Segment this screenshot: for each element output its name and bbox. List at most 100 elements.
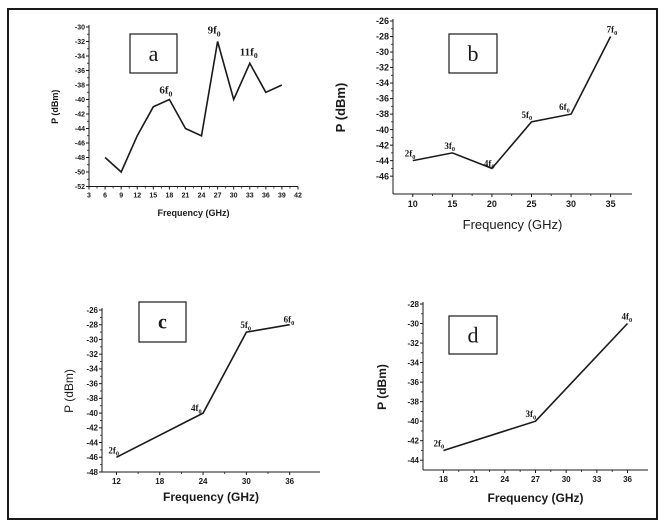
x-tick-label: 30 bbox=[566, 199, 576, 209]
y-tick-label: -38 bbox=[407, 397, 419, 406]
x-tick-label: 36 bbox=[623, 475, 632, 484]
y-tick-label: -44 bbox=[75, 126, 85, 133]
x-tick-label: 15 bbox=[149, 193, 157, 200]
x-tick-label: 12 bbox=[112, 477, 121, 486]
series-line bbox=[116, 323, 290, 459]
y-tick-label: -46 bbox=[376, 171, 389, 181]
x-tick-label: 39 bbox=[278, 193, 286, 200]
harmonic-label: 5f0 bbox=[521, 110, 532, 122]
y-tick-label: -38 bbox=[376, 109, 389, 119]
x-tick-label: 25 bbox=[526, 199, 536, 209]
x-tick-label: 21 bbox=[470, 475, 479, 484]
y-tick-label: -32 bbox=[75, 39, 85, 46]
y-tick-label: -38 bbox=[75, 82, 85, 89]
panel-c: -48 -46 -44 -42 -40 -38 -36 -34 -32 -30 -28 -26 12 18… bbox=[62, 301, 320, 504]
panel-label-box bbox=[448, 33, 498, 74]
x-tick-label: 30 bbox=[562, 475, 571, 484]
y-tick-label: -34 bbox=[376, 78, 389, 88]
series-line bbox=[104, 41, 283, 174]
x-tick-label: 42 bbox=[294, 193, 302, 200]
x-tick-label: 24 bbox=[500, 475, 509, 484]
panel-letter: d bbox=[468, 322, 479, 347]
panel-label-box bbox=[129, 33, 178, 74]
harmonic-label: 2f0 bbox=[405, 149, 416, 161]
y-tick-label: -36 bbox=[86, 379, 98, 388]
harmonic-label: 2f0 bbox=[108, 445, 119, 457]
y-tick-label: -40 bbox=[75, 97, 85, 104]
harmonic-label: 6f0 bbox=[559, 102, 570, 114]
y-tick-label: -34 bbox=[86, 365, 98, 374]
y-tick-label: -40 bbox=[376, 125, 389, 135]
harmonic-label: 2f0 bbox=[433, 438, 444, 450]
harmonic-label: 4f0 bbox=[484, 158, 495, 170]
x-tick-label: 21 bbox=[182, 193, 190, 200]
panel-label-box bbox=[448, 315, 498, 355]
x-tick-label: 27 bbox=[531, 475, 540, 484]
panel-letter: a bbox=[149, 41, 159, 66]
y-tick-label: -42 bbox=[86, 424, 98, 433]
y-tick-label: -52 bbox=[75, 184, 85, 191]
y-tick-label: -34 bbox=[407, 358, 419, 367]
x-tick-label: 36 bbox=[262, 193, 270, 200]
panel-label-box bbox=[138, 301, 187, 343]
y-tick-label: -44 bbox=[86, 438, 98, 447]
x-axis-title: Frequency (GHz) bbox=[163, 490, 259, 504]
x-tick-label: 18 bbox=[439, 475, 448, 484]
y-axis-title: P (dBm) bbox=[50, 90, 60, 124]
panel-a: -52-50-48-46-44-42-40-38-36-34-32-303 6 9 1… bbox=[50, 24, 302, 218]
y-tick-label: -30 bbox=[407, 319, 419, 328]
y-tick-label: -40 bbox=[407, 417, 419, 426]
y-tick-label: -44 bbox=[407, 456, 419, 465]
series-line bbox=[412, 36, 612, 170]
y-tick-label: -46 bbox=[75, 140, 85, 147]
x-tick-label: 20 bbox=[487, 199, 497, 209]
x-tick-label: 27 bbox=[214, 193, 222, 200]
y-tick-label: -26 bbox=[86, 306, 98, 315]
harmonic-label: 6f0 bbox=[159, 85, 172, 99]
x-tick-label: 30 bbox=[230, 193, 238, 200]
y-tick-label: -34 bbox=[75, 53, 85, 60]
outer-frame bbox=[7, 8, 658, 520]
y-tick-label: -36 bbox=[407, 378, 419, 387]
harmonic-label: 11f0 bbox=[240, 46, 258, 60]
y-tick-label: -46 bbox=[86, 453, 98, 462]
x-tick-label: 3 bbox=[87, 193, 91, 200]
harmonic-label: 3f0 bbox=[444, 141, 455, 153]
y-tick-label: -40 bbox=[86, 409, 98, 418]
y-tick-label: -28 bbox=[407, 300, 419, 309]
y-tick-label: -42 bbox=[376, 140, 389, 150]
harmonic-label: 9f0 bbox=[208, 25, 221, 39]
panel-letter: c bbox=[158, 312, 167, 334]
x-tick-label: 33 bbox=[246, 193, 254, 200]
y-tick-label: -32 bbox=[407, 339, 419, 348]
x-tick-label: 24 bbox=[199, 477, 208, 486]
x-tick-label: 6 bbox=[103, 193, 107, 200]
y-tick-label: -42 bbox=[407, 437, 419, 446]
y-tick-label: -44 bbox=[376, 156, 389, 166]
harmonic-label: 4f0 bbox=[622, 312, 633, 324]
series-line bbox=[443, 322, 629, 452]
y-tick-label: -30 bbox=[75, 24, 85, 31]
y-tick-label: -50 bbox=[75, 169, 85, 176]
y-tick-label: -42 bbox=[75, 111, 85, 118]
harmonic-label: 4f0 bbox=[191, 403, 202, 415]
harmonic-label: 3f0 bbox=[526, 409, 537, 421]
x-tick-label: 18 bbox=[155, 477, 164, 486]
x-tick-label: 35 bbox=[606, 199, 616, 209]
x-tick-label: 24 bbox=[198, 193, 206, 200]
x-tick-label: 15 bbox=[447, 199, 457, 209]
y-axis-title: P (dBm) bbox=[62, 369, 76, 413]
panel-b: -46 -44 -42 -40 -38 -36 -34 -32 -30 -28 -26 10 15 20 2… bbox=[333, 16, 632, 232]
panel-letter: b bbox=[468, 41, 479, 66]
x-axis-title: Frequency (GHz) bbox=[487, 491, 583, 505]
y-tick-label: -36 bbox=[75, 68, 85, 75]
harmonic-label: 6f0 bbox=[284, 315, 295, 327]
y-tick-label: -28 bbox=[376, 32, 389, 42]
harmonic-label: 5f0 bbox=[240, 320, 251, 332]
x-tick-label: 18 bbox=[165, 193, 173, 200]
x-axis-title: Frequency (GHz) bbox=[463, 217, 563, 232]
x-tick-label: 12 bbox=[133, 193, 141, 200]
y-tick-label: -48 bbox=[86, 468, 98, 477]
panel-d: -44 -42 -40 -38 -36 -34 -32 -30 -28 18 21 24 27 30 33 3… bbox=[375, 300, 648, 505]
